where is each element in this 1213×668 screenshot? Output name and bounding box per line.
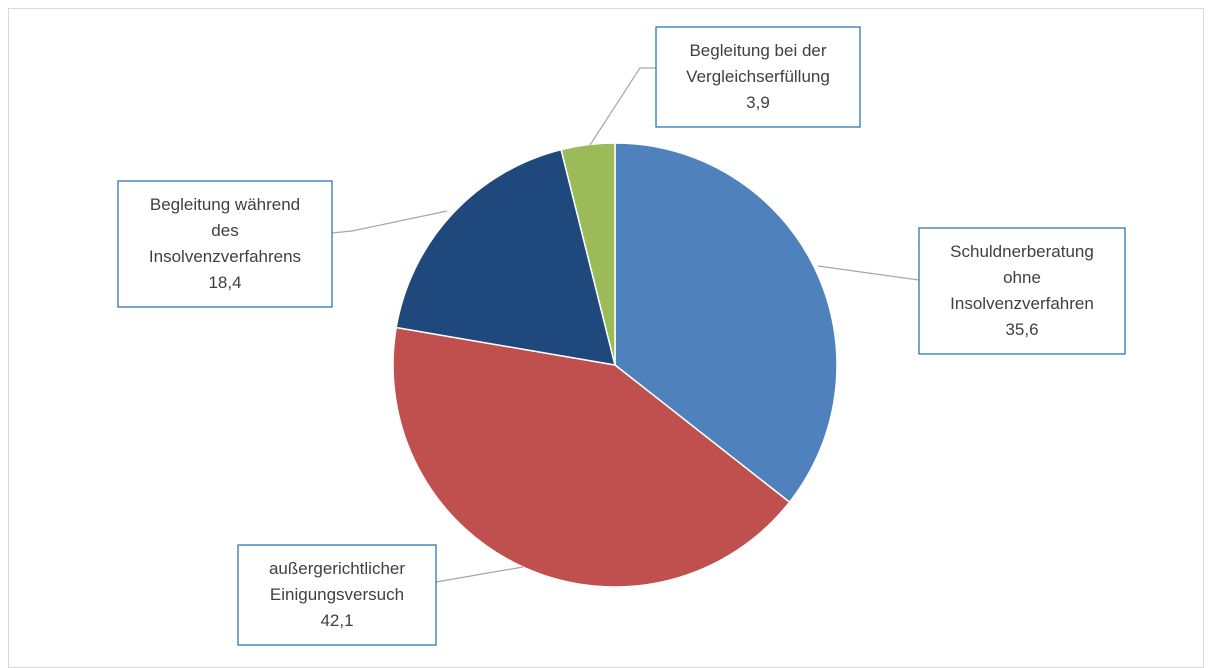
pie-slice-3	[395, 148, 617, 366]
slice-value-label-4: 3,9	[746, 93, 770, 112]
slice-value-label-3: 18,4	[208, 273, 241, 292]
pie-slice-4	[560, 142, 616, 366]
slice-label-4-line-1: Begleitung bei der	[689, 41, 826, 60]
slice-label-1-line-2: ohne	[1003, 268, 1041, 287]
pie-slice-2	[392, 326, 791, 588]
leader-line-2	[435, 566, 524, 583]
leader-line-3	[331, 210, 448, 234]
slice-label-3-line-1: Begleitung während	[150, 195, 300, 214]
slice-label-1-line-3: Insolvenzverfahren	[950, 294, 1094, 313]
data-label-box-2	[237, 544, 437, 646]
slice-value-label-2: 42,1	[320, 611, 353, 630]
slice-value-label-1: 35,6	[1005, 320, 1038, 339]
data-label-box-4	[655, 26, 861, 128]
leader-line-4	[589, 67, 656, 146]
slice-label-1-line-1: Schuldnerberatung	[950, 242, 1094, 261]
slice-label-2-line-2: Einigungsversuch	[270, 585, 404, 604]
pie-slice-1	[614, 142, 838, 504]
data-label-box-1	[918, 227, 1126, 355]
leader-line-1	[817, 265, 920, 281]
slice-label-3-line-2: des	[211, 221, 238, 240]
data-label-box-3	[117, 180, 333, 308]
slice-label-2-line-1: außergerichtlicher	[269, 559, 405, 578]
slice-label-3-line-3: Insolvenzverfahrens	[149, 247, 301, 266]
slice-label-4-line-2: Vergleichserfüllung	[686, 67, 830, 86]
